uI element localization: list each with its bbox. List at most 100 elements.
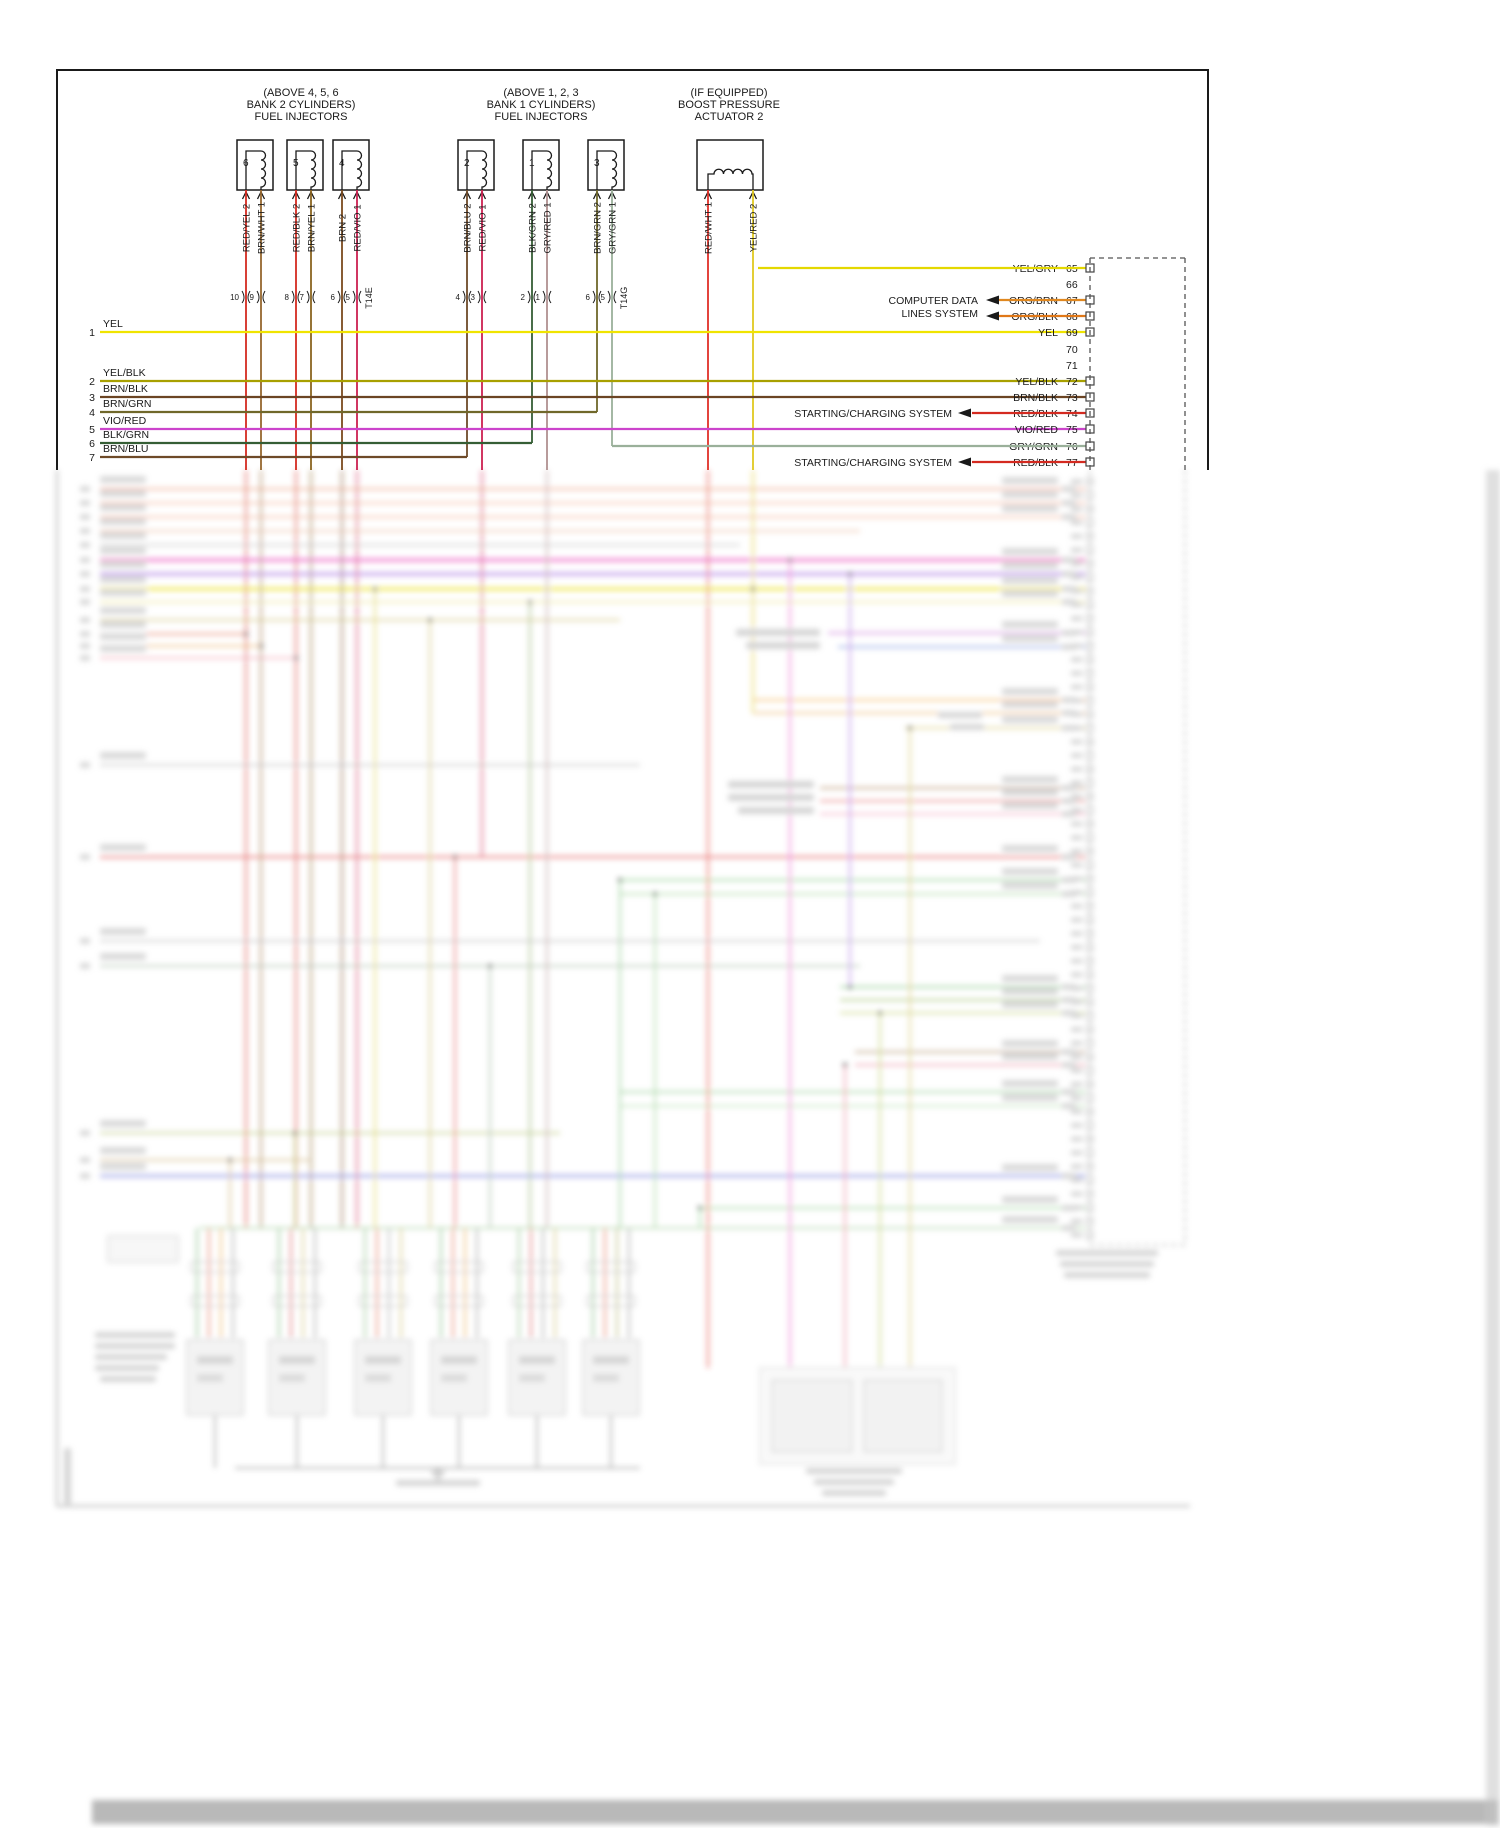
blurred-label — [1002, 868, 1058, 875]
junction-dot — [292, 1130, 298, 1136]
blurred-label — [1062, 1173, 1076, 1179]
blurred-label — [1071, 1177, 1082, 1183]
junction-dot — [243, 631, 249, 637]
connector-half-icon — [352, 290, 356, 304]
blurred-label — [1071, 588, 1082, 594]
blurred-label — [80, 557, 90, 563]
blurred-label — [80, 1157, 90, 1163]
blurred-label — [1062, 1103, 1076, 1109]
blurred-label — [1071, 547, 1082, 553]
blurred-label — [1071, 807, 1082, 813]
blurred-label — [1002, 635, 1058, 642]
component-header: BANK 1 CYLINDERS) — [487, 99, 596, 111]
blurred-terminal — [1085, 820, 1094, 828]
injector-box — [522, 139, 560, 191]
row-number: 1 — [89, 327, 95, 339]
connector-half-icon — [483, 290, 487, 304]
injector-box — [332, 139, 370, 191]
blurred-label — [80, 762, 90, 768]
wire-color-label: BRN/BLU 2 — [463, 203, 474, 252]
blurred-label — [100, 476, 146, 483]
blurred-label — [1071, 931, 1082, 937]
haze-overlay — [40, 470, 1500, 1828]
left-row-5: 5 VIO/RED — [89, 415, 1086, 436]
blurred-terminal — [1085, 1148, 1094, 1157]
blurred-label — [80, 938, 90, 944]
blurred-label — [1071, 616, 1082, 621]
blurred-label — [1002, 1094, 1058, 1101]
blurred-label — [1002, 789, 1058, 796]
junction-dot — [697, 1205, 703, 1211]
blurred-label — [1071, 574, 1082, 580]
connector-cavity-number: 9 — [250, 293, 255, 302]
right-scan-strip — [1486, 470, 1500, 1826]
blurred-terminal — [1085, 751, 1094, 760]
blurred-terminal — [1085, 1094, 1094, 1102]
connector-cavity-number: 8 — [285, 293, 290, 302]
blurred-label — [197, 1374, 223, 1382]
starting-charging-system-1: STARTING/CHARGING SYSTEM — [794, 408, 952, 420]
blurred-terminal — [1085, 833, 1094, 842]
blurred-terminal — [1085, 957, 1094, 965]
blurred-terminal — [1085, 1121, 1094, 1130]
blurred-label — [1071, 1136, 1082, 1142]
blurred-terminal — [1085, 874, 1094, 883]
connector-half-icon — [592, 290, 596, 304]
row-wire-color: YEL/BLK — [103, 367, 146, 379]
blurred-terminal — [1085, 929, 1094, 938]
connector-half-icon — [542, 290, 546, 304]
blurred-label — [1002, 776, 1058, 783]
blurred-label — [100, 752, 146, 759]
blurred-terminal — [1085, 998, 1094, 1007]
blurred-connector — [512, 1261, 562, 1273]
connector-half-icon — [462, 290, 466, 304]
blurred-terminal — [1085, 806, 1094, 815]
left-row-6: 6 BLK/GRN — [89, 429, 532, 450]
junction-dot — [227, 1157, 233, 1163]
blurred-label — [1071, 1040, 1082, 1046]
blurred-label — [1062, 1205, 1076, 1211]
blurred-label — [1062, 486, 1076, 492]
blurred-label — [1071, 972, 1082, 978]
blurred-label — [1002, 477, 1058, 484]
connector-cavity-number: 5 — [346, 293, 351, 302]
blurred-label — [100, 1120, 146, 1127]
blurred-terminal — [1085, 1176, 1094, 1185]
blurred-label — [1062, 514, 1076, 520]
blurred-terminal — [1085, 504, 1094, 513]
blurred-label — [1062, 586, 1076, 592]
blurred-connector — [434, 1261, 484, 1273]
connector-half-icon — [477, 290, 481, 304]
annotation-text: LINES SYSTEM — [902, 308, 978, 320]
blurred-label — [1071, 1081, 1082, 1087]
blurred-label — [1002, 1080, 1058, 1087]
connector-half-icon — [527, 290, 531, 304]
blurred-terminal — [1085, 655, 1094, 664]
blurred-label — [1062, 1010, 1076, 1016]
blurred-terminal — [1085, 1080, 1094, 1089]
junction-dot — [652, 891, 658, 897]
blurred-terminal — [1085, 628, 1094, 637]
blurred-terminal — [1085, 600, 1094, 609]
blurred-label — [197, 1356, 233, 1364]
ecm-pin-65: YEL/GRY65 — [758, 263, 1095, 275]
component-header: ACTUATOR 2 — [695, 111, 764, 123]
injector-coil-icon — [341, 150, 363, 190]
blurred-label — [1002, 1164, 1058, 1171]
blurred-label — [1071, 739, 1082, 745]
blurred-label — [80, 571, 90, 577]
offpage-arrow-icon — [958, 457, 971, 467]
pin-number: 72 — [1066, 376, 1078, 388]
offpage-arrow-icon — [986, 295, 999, 305]
blurred-terminal — [1085, 1217, 1094, 1226]
wire-color-label: BRN/GRN 2 — [593, 202, 604, 254]
row-number: 7 — [89, 452, 95, 464]
blurred-label — [1071, 479, 1082, 484]
blurred-label — [279, 1356, 315, 1364]
inline-connector-label: T14E — [364, 287, 374, 309]
blurred-label — [1002, 802, 1058, 809]
blurred-terminal — [1085, 1052, 1094, 1061]
connector-cavity-number: 3 — [471, 293, 476, 302]
